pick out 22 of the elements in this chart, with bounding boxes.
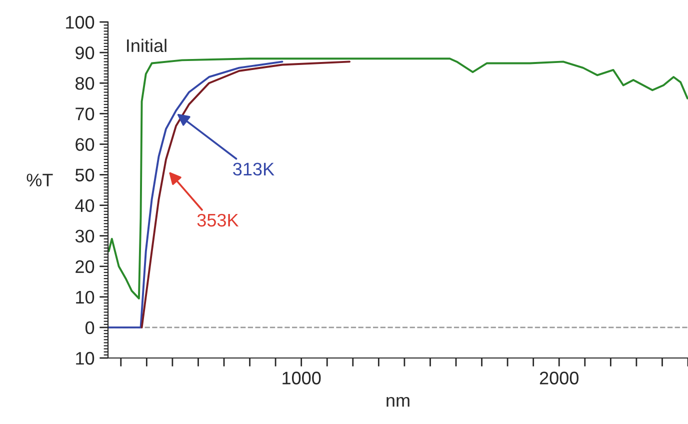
line-series: [108, 60, 284, 328]
x-tick-label: 1000: [282, 372, 321, 384]
annotation: 353K: [197, 214, 239, 227]
y-tick-label: 0: [85, 321, 94, 334]
y-tick-label: 10: [76, 352, 94, 365]
x-tick-label: 2000: [540, 372, 578, 384]
line-series: [108, 58, 688, 300]
y-tick-label: 20: [76, 260, 94, 274]
y-tick-label: 80: [76, 77, 94, 90]
y-tick-label: 10: [76, 290, 94, 304]
y-tick-label: 90: [76, 46, 94, 60]
y-tick-label: 50: [75, 168, 94, 182]
y-tick-label: 100: [66, 16, 94, 29]
annotation: 313K: [233, 162, 274, 176]
annotation: Initial: [127, 38, 166, 52]
y-tick-label: 60: [76, 138, 94, 151]
y-axis-title: %T: [26, 174, 53, 186]
line-series: [140, 60, 351, 328]
y-tick-label: 70: [76, 108, 94, 120]
x-axis-title: nm: [386, 396, 410, 407]
y-tick-label: 30: [75, 230, 94, 243]
y-tick-label: 40: [75, 199, 94, 212]
